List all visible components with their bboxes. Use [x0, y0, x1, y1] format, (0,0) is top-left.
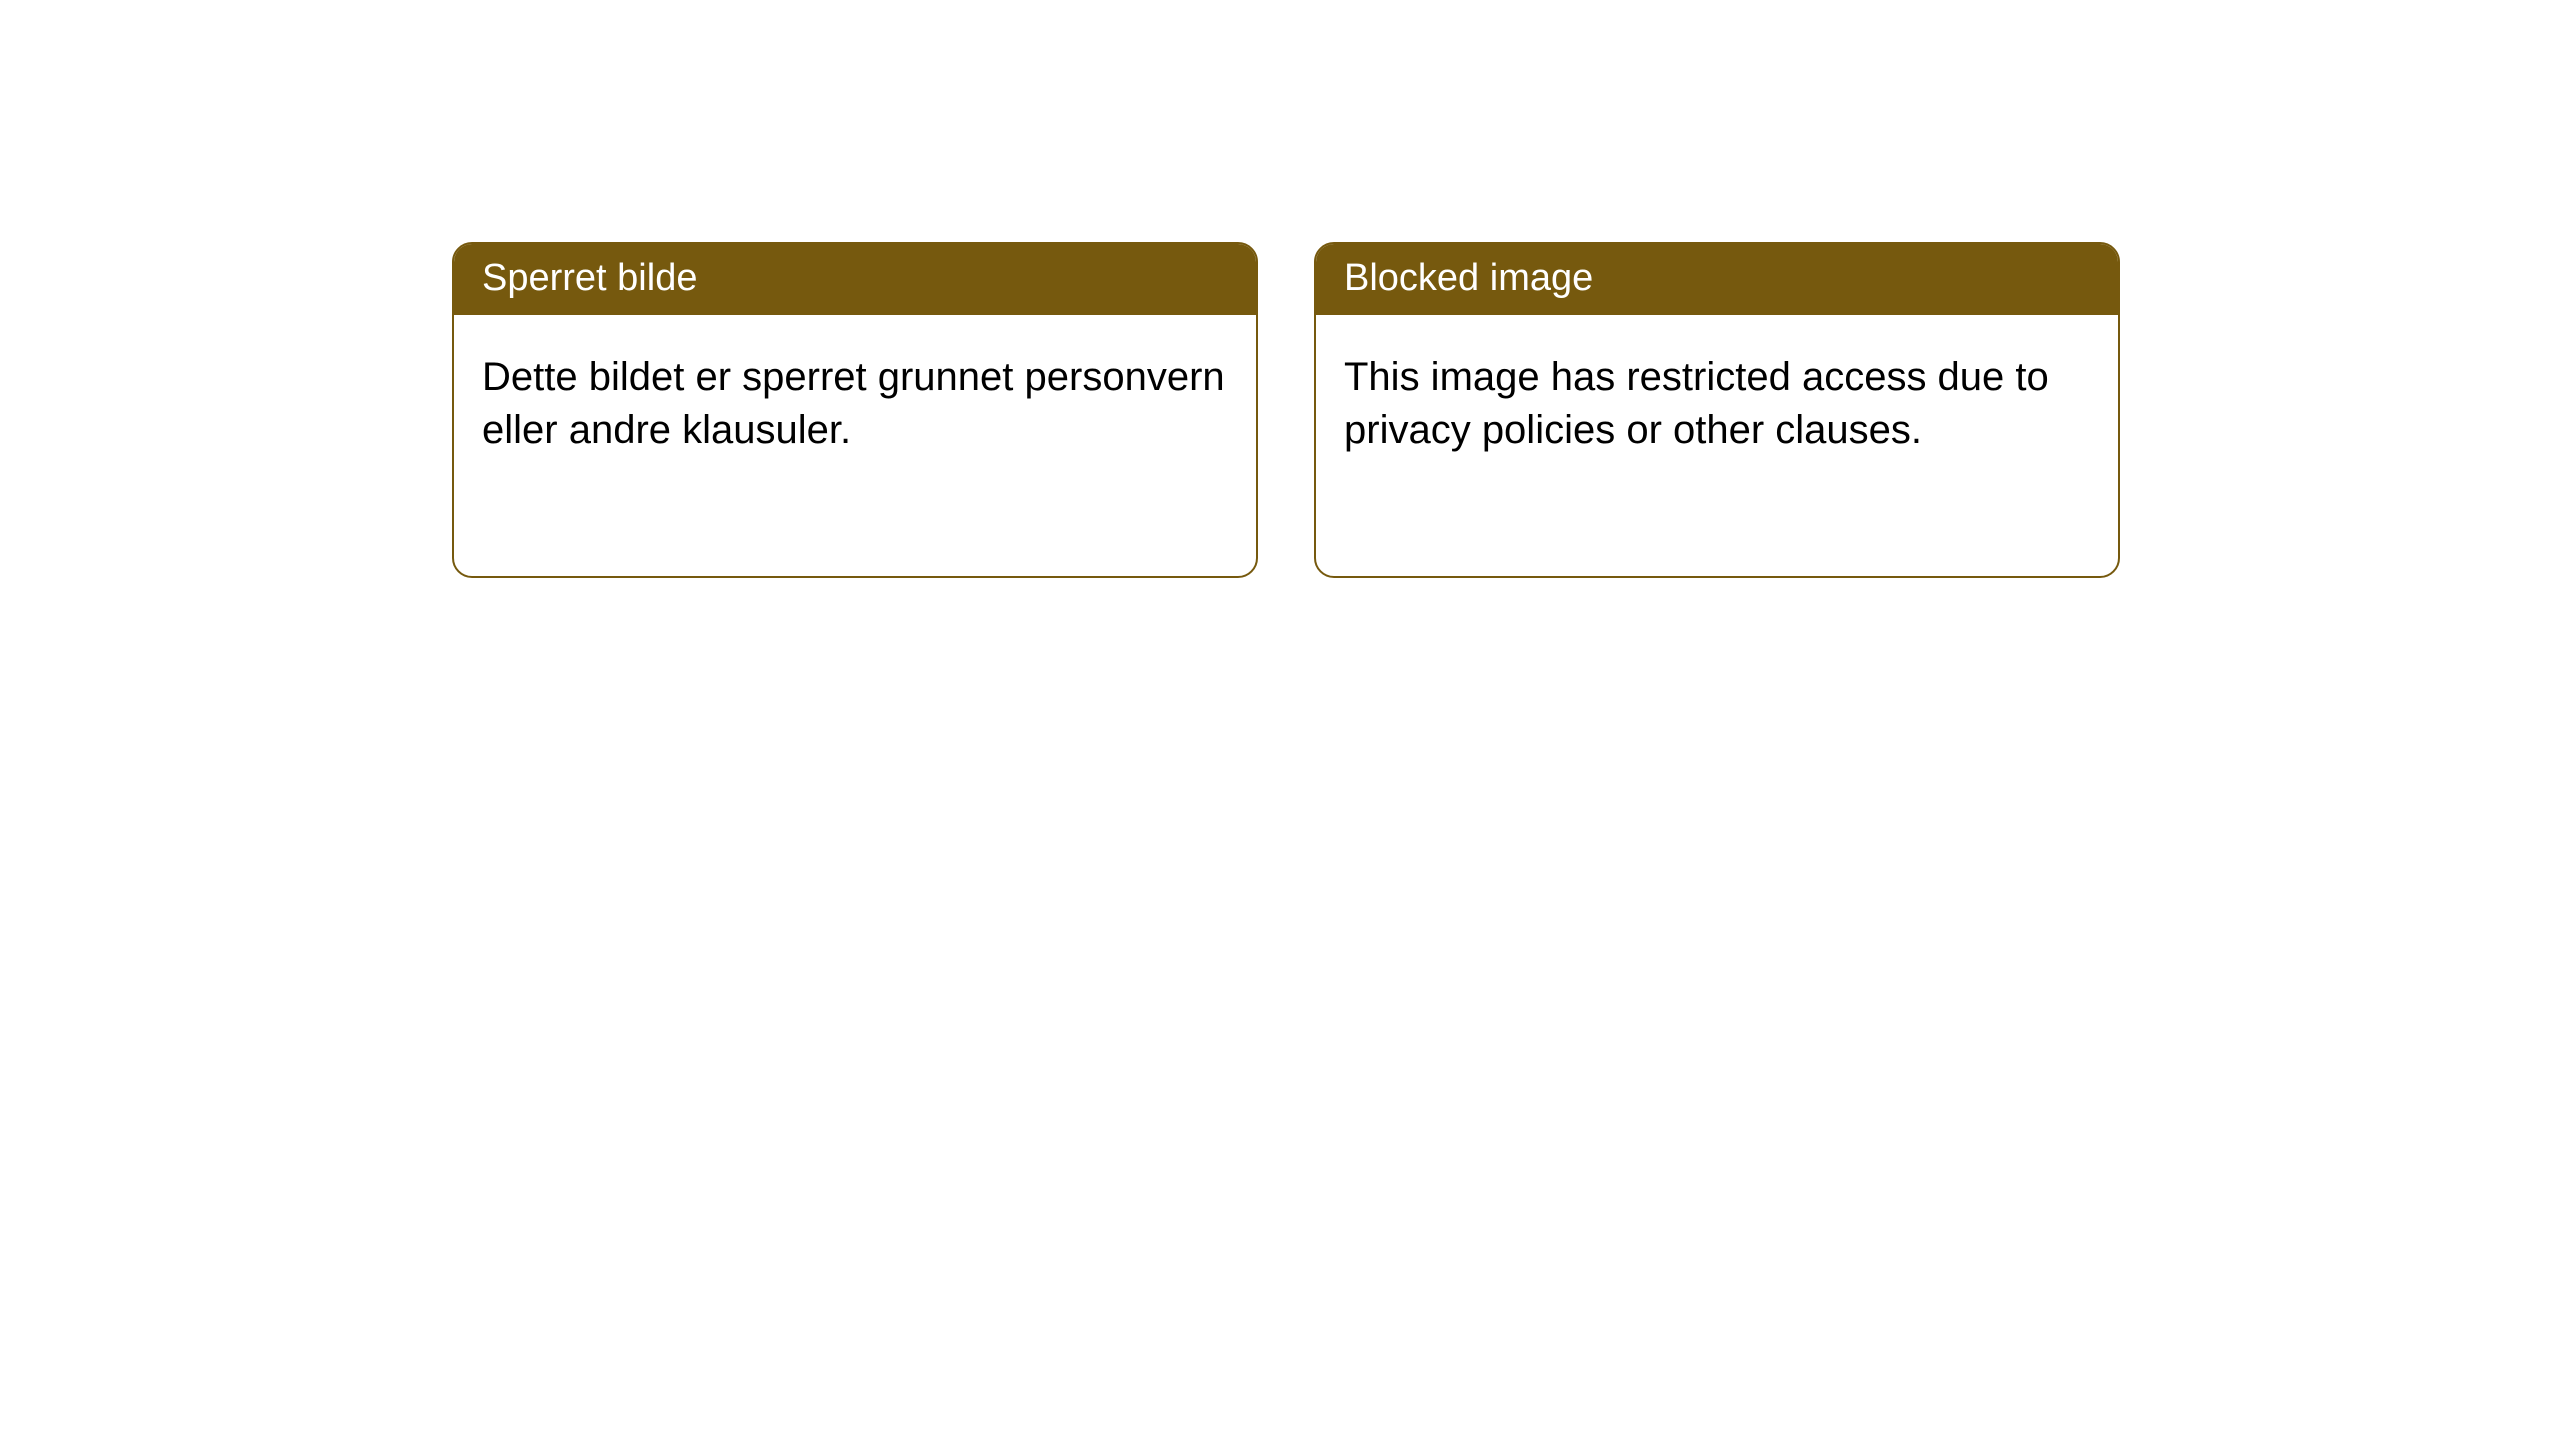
card-header-no: Sperret bilde: [454, 244, 1256, 315]
card-header-en: Blocked image: [1316, 244, 2118, 315]
card-body-en: This image has restricted access due to …: [1316, 315, 2118, 493]
blocked-image-card-en: Blocked image This image has restricted …: [1314, 242, 2120, 578]
blocked-image-card-no: Sperret bilde Dette bildet er sperret gr…: [452, 242, 1258, 578]
notice-container: Sperret bilde Dette bildet er sperret gr…: [0, 0, 2560, 578]
card-body-no: Dette bildet er sperret grunnet personve…: [454, 315, 1256, 493]
